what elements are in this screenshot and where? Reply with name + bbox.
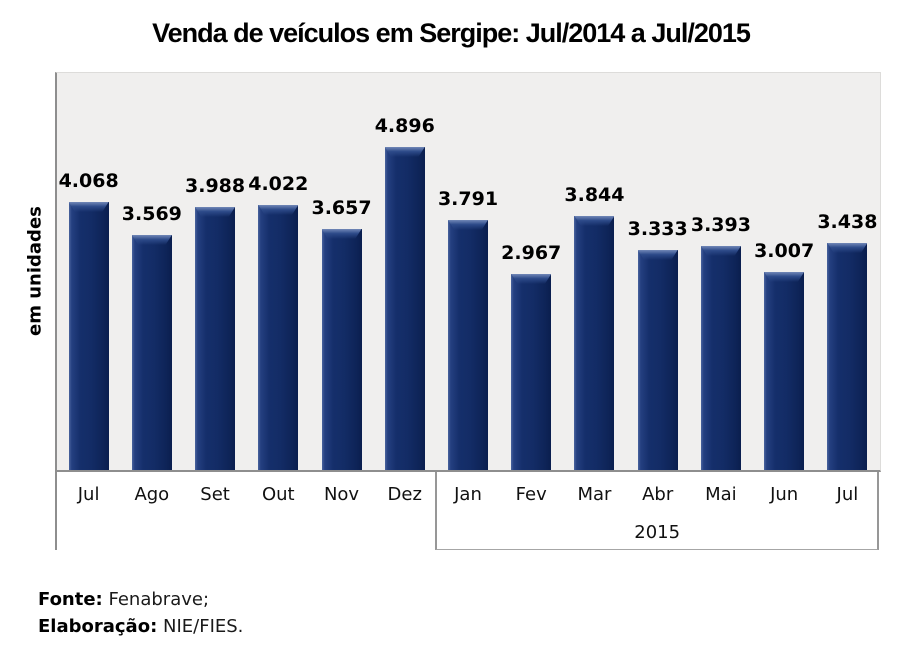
bar-mai-10 <box>700 246 741 470</box>
year-group-label: 2015 <box>634 522 681 543</box>
bar-value-label: 3.844 <box>564 184 625 206</box>
footer-elaboration-value: NIE/FIES. <box>157 616 244 637</box>
footer-source-label: Fonte: <box>38 589 103 610</box>
bar-value-label: 3.438 <box>817 211 878 233</box>
bar-value-label: 4.068 <box>58 170 119 192</box>
bar-set-2 <box>195 207 236 470</box>
footer-source-line: Fonte: Fenabrave; <box>38 586 243 613</box>
bars-layer: 4.068 3.569 3.988 4.022 3.657 4.896 3.791 2.967… <box>57 73 880 470</box>
bar-nov-4 <box>321 229 362 470</box>
month-label: Mar <box>577 484 612 505</box>
bar-jul-0 <box>68 202 109 470</box>
bar-value-label: 3.007 <box>754 240 815 262</box>
bar-value-label: 3.791 <box>437 188 499 210</box>
bar-jun-11 <box>764 272 805 470</box>
bar-dez-5 <box>384 147 425 470</box>
footer-elaboration-line: Elaboração: NIE/FIES. <box>38 613 243 640</box>
year-group-cell: 2015 <box>435 472 879 550</box>
month-label: Out <box>261 484 295 505</box>
bar-value-label: 3.569 <box>121 203 182 225</box>
month-label: Nov <box>323 484 360 505</box>
month-label: Jun <box>770 484 799 505</box>
month-label: Jul <box>836 484 859 505</box>
plot-area: 4.068 3.569 3.988 4.022 3.657 4.896 3.791 2.967… <box>55 72 881 472</box>
bar-fev-7 <box>511 274 552 470</box>
month-label: Jul <box>77 484 100 505</box>
bar-out-3 <box>258 205 299 470</box>
bar-value-label: 3.333 <box>627 218 688 240</box>
bar-ago-1 <box>131 235 172 470</box>
bar-value-label: 4.022 <box>248 173 309 195</box>
month-label: Ago <box>134 484 170 505</box>
bar-value-label: 4.896 <box>374 115 435 137</box>
category-axis: Jul Ago Set Out Nov Dez Jan Fev Mar Abr Mai Jun Jul 2… <box>55 472 881 550</box>
y-axis-label: em unidades <box>24 206 46 336</box>
bar-value-label: 2.967 <box>501 242 562 264</box>
month-label: Fev <box>515 484 547 505</box>
month-label: Mai <box>705 484 737 505</box>
footer-elaboration-label: Elaboração: <box>38 616 158 637</box>
month-label: Jan <box>454 484 482 505</box>
chart-title: Venda de veículos em Sergipe: Jul/2014 a… <box>152 18 751 48</box>
bar-value-label: 3.988 <box>185 175 246 197</box>
bar-mar-8 <box>574 216 615 470</box>
month-label: Dez <box>387 484 422 505</box>
bar-value-label: 3.657 <box>311 197 372 219</box>
month-label: Abr <box>642 484 674 505</box>
bar-value-label: 3.393 <box>690 214 751 236</box>
footer-source-value: Fenabrave; <box>102 589 210 610</box>
bar-abr-9 <box>637 250 678 470</box>
bar-jul-12 <box>827 243 868 470</box>
footer: Fonte: Fenabrave; Elaboração: NIE/FIES. <box>38 586 243 640</box>
bar-jan-6 <box>448 220 488 470</box>
month-label: Set <box>200 484 230 505</box>
